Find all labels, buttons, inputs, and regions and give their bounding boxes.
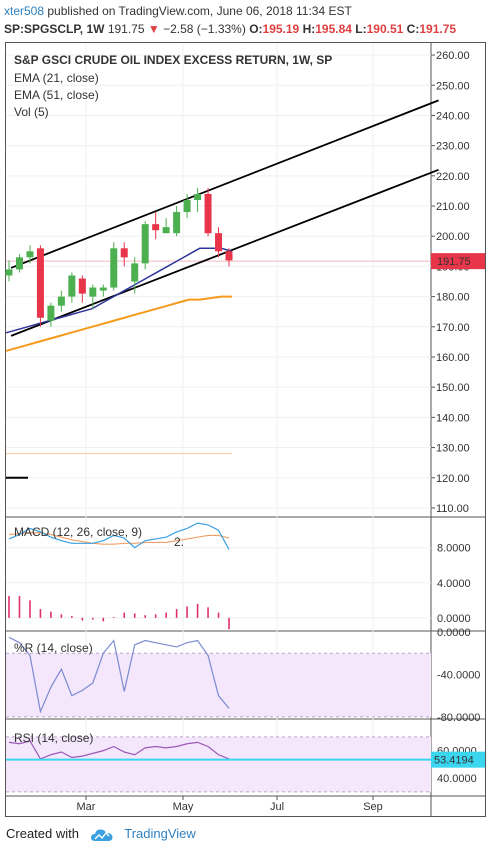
last-price-tag: [431, 253, 485, 270]
candle-body: [225, 251, 233, 261]
rsi-current-label: 53.4194: [434, 755, 474, 767]
candle-body: [162, 227, 170, 234]
low-label: L:: [355, 22, 367, 36]
candle-body: [89, 287, 97, 297]
published-text: published on TradingView.com, June 06, 2…: [47, 4, 352, 18]
symbol-label: SP:SPGSCLP, 1W: [4, 22, 105, 36]
macd-tick-label: 4.0000: [437, 578, 471, 590]
rsi-current-tag: [431, 751, 485, 768]
candle-body: [120, 248, 128, 258]
candle-body: [152, 224, 160, 231]
ema21-line: [5, 247, 233, 334]
price-tick-label: 240.00: [436, 110, 470, 122]
candle-body: [15, 257, 23, 270]
willr-tick-label: -40.0000: [437, 669, 480, 681]
macd-tick-label: 0.0000: [437, 613, 471, 625]
price-tick-label: 180.00: [436, 292, 470, 304]
candle-body: [194, 193, 202, 200]
price-tick-label: 260.00: [436, 50, 470, 62]
author-link[interactable]: xter508: [4, 4, 45, 18]
candle-body: [78, 278, 86, 294]
open-label: O:: [249, 22, 263, 36]
price-tick-label: 170.00: [436, 322, 470, 334]
footer: Created with TradingView: [6, 826, 196, 842]
open-value: 195.19: [262, 22, 300, 36]
price-tick-label: 230.00: [436, 141, 470, 153]
macd-signal-line: [8, 532, 230, 545]
candle-body: [68, 275, 76, 297]
candle-body: [110, 248, 118, 288]
channel-trend-line: [10, 99, 439, 269]
candle-body: [5, 269, 13, 276]
chart-title: S&P GSCI CRUDE OIL INDEX EXCESS RETURN, …: [14, 53, 332, 67]
channel-trend-line: [10, 168, 439, 337]
candle-body: [215, 233, 223, 252]
rsi-legend: RSI (14, close): [14, 731, 93, 745]
time-tick-label: Jul: [270, 801, 284, 813]
price-tick-label: 140.00: [436, 412, 470, 424]
willr-tick-label: -80.0000: [437, 712, 480, 724]
down-arrow-icon: ▼: [147, 22, 160, 36]
macd-line: [8, 522, 230, 550]
willr-tick-label: 0.0000: [437, 627, 471, 639]
indicator-legend-item: Vol (5): [14, 105, 49, 119]
rsi-tick-label: 40.0000: [437, 773, 477, 785]
willr-line: [8, 636, 230, 714]
symbol-bar: SP:SPGSCLP, 1W 191.75 ▼ −2.58 (−1.33%) O…: [4, 22, 456, 36]
high-value: 195.84: [315, 22, 352, 36]
candle-body: [99, 287, 107, 291]
price-tick-label: 220.00: [436, 171, 470, 183]
candle-body: [183, 199, 191, 213]
low-value: 190.51: [366, 22, 404, 36]
publish-info: xter508 published on TradingView.com, Ju…: [4, 4, 352, 18]
tradingview-cloud-icon: [90, 829, 113, 841]
rsi-band: [6, 736, 431, 792]
willr-legend: %R (14, close): [14, 641, 93, 655]
candle-body: [204, 193, 212, 234]
price-tick-label: 160.00: [436, 352, 470, 364]
last-price: 191.75: [107, 22, 145, 36]
price-tick-label: 150.00: [436, 382, 470, 394]
time-tick-label: Mar: [77, 801, 96, 813]
price-tick-label: 200.00: [436, 231, 470, 243]
time-tick-label: May: [173, 801, 194, 813]
close-label: C:: [406, 22, 420, 36]
candle-body: [36, 248, 44, 318]
price-tick-label: 130.00: [436, 443, 470, 455]
last-price-tag-label: 191.75: [437, 256, 471, 268]
price-tick-label: 120.00: [436, 473, 470, 485]
tradingview-link[interactable]: TradingView: [124, 826, 196, 841]
time-tick-label: Sep: [363, 801, 383, 813]
candle-body: [47, 305, 55, 321]
willr-band: [6, 653, 431, 717]
price-tick-label: 210.00: [436, 201, 470, 213]
created-with-text: Created with: [6, 826, 79, 841]
rsi-line: [8, 740, 230, 760]
price-tick-label: 110.00: [436, 503, 469, 515]
chart-frame: [5, 42, 486, 817]
indicator-legend-item: EMA (51, close): [14, 88, 99, 102]
price-tick-label: 250.00: [436, 80, 470, 92]
ema51-line: [5, 295, 232, 352]
macd-annotation: 2.: [174, 535, 184, 549]
candle-body: [26, 251, 34, 258]
macd-tick-label: 8.0000: [437, 543, 471, 555]
macd-legend: MACD (12, 26, close, 9): [14, 525, 142, 539]
high-label: H:: [302, 22, 316, 36]
indicator-legend-item: EMA (21, close): [14, 71, 99, 85]
candle-body: [131, 263, 139, 282]
candle-body: [57, 296, 65, 306]
price-change: −2.58 (−1.33%): [163, 22, 246, 36]
close-value: 191.75: [419, 22, 457, 36]
candle-body: [141, 224, 149, 264]
candle-body: [173, 212, 181, 234]
